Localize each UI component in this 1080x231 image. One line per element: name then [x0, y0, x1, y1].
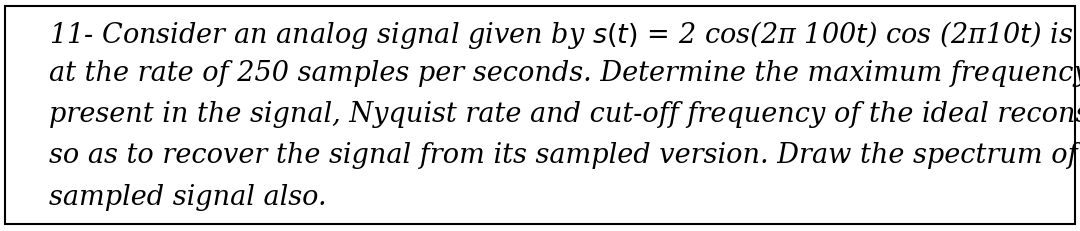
Text: so as to recover the signal from its sampled version. Draw the spectrum of the r: so as to recover the signal from its sam… [49, 142, 1080, 169]
Text: 11- Consider an analog signal given by $s(t)$ = 2 cos(2π 100$t$) cos (2π10$t$) i: 11- Consider an analog signal given by $… [49, 18, 1080, 50]
Text: at the rate of 250 samples per seconds. Determine the maximum frequency componen: at the rate of 250 samples per seconds. … [49, 60, 1080, 86]
Text: present in the signal, Nyquist rate and cut-off frequency of the ideal reconstru: present in the signal, Nyquist rate and … [49, 101, 1080, 128]
Text: sampled signal also.: sampled signal also. [49, 183, 326, 210]
